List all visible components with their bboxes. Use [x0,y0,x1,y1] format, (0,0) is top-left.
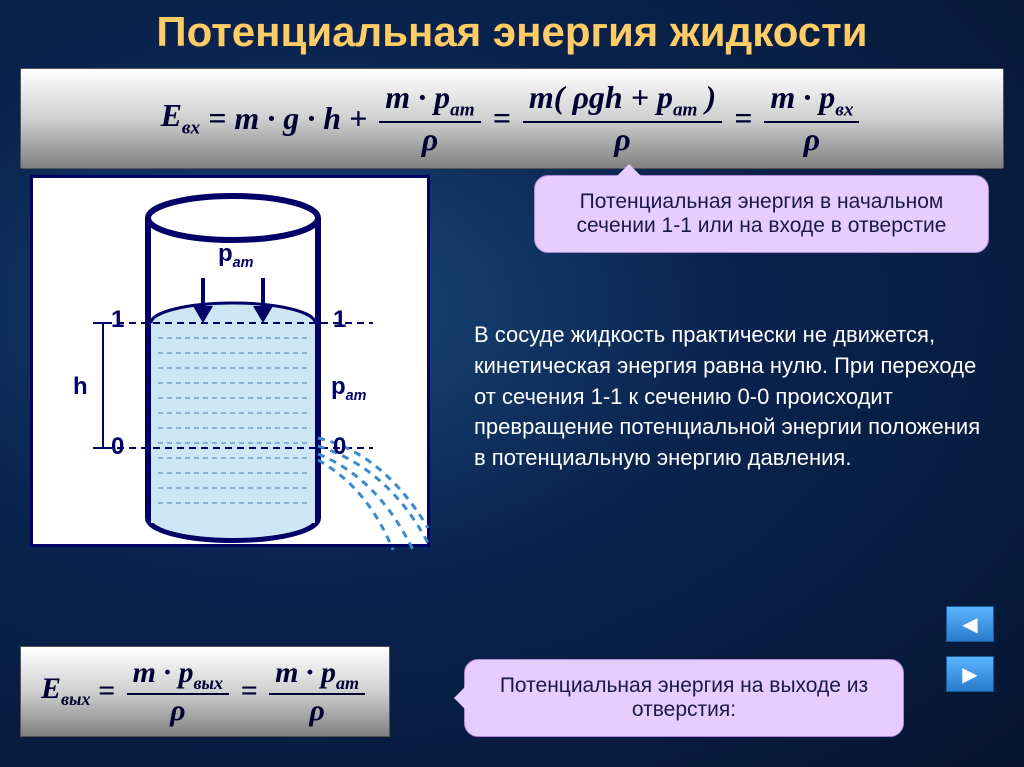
label-1-left: 1 [111,306,124,334]
label-h: h [73,373,88,401]
label-0-right: 0 [333,433,346,461]
formula-bottom: Eвых = m · pвыхρ = m · pатρ [20,646,390,737]
nav-next-button[interactable]: ▶ [946,656,994,692]
triangle-left-icon: ◀ [962,612,977,637]
triangle-right-icon: ▶ [962,662,977,687]
callout-initial-section: Потенциальная энергия в начальном сечени… [534,175,989,253]
vessel-svg [33,178,433,550]
formula-top: Eвх = m · g · h + m · pатρ = m( ρgh + pа… [20,68,1004,169]
label-1-right: 1 [333,306,346,334]
page-title: Потенциальная энергия жидкости [0,0,1024,56]
body-explanation: В сосуде жидкость практически не движетс… [474,320,994,474]
nav-prev-button[interactable]: ◀ [946,606,994,642]
label-0-left: 0 [111,433,124,461]
label-pat-top: рат [218,240,253,271]
callout-exit: Потенциальная энергия на выходе из отвер… [464,659,904,737]
vessel-diagram: рат рат 1 1 0 0 h [30,175,430,547]
label-pat-side: рат [331,373,366,404]
